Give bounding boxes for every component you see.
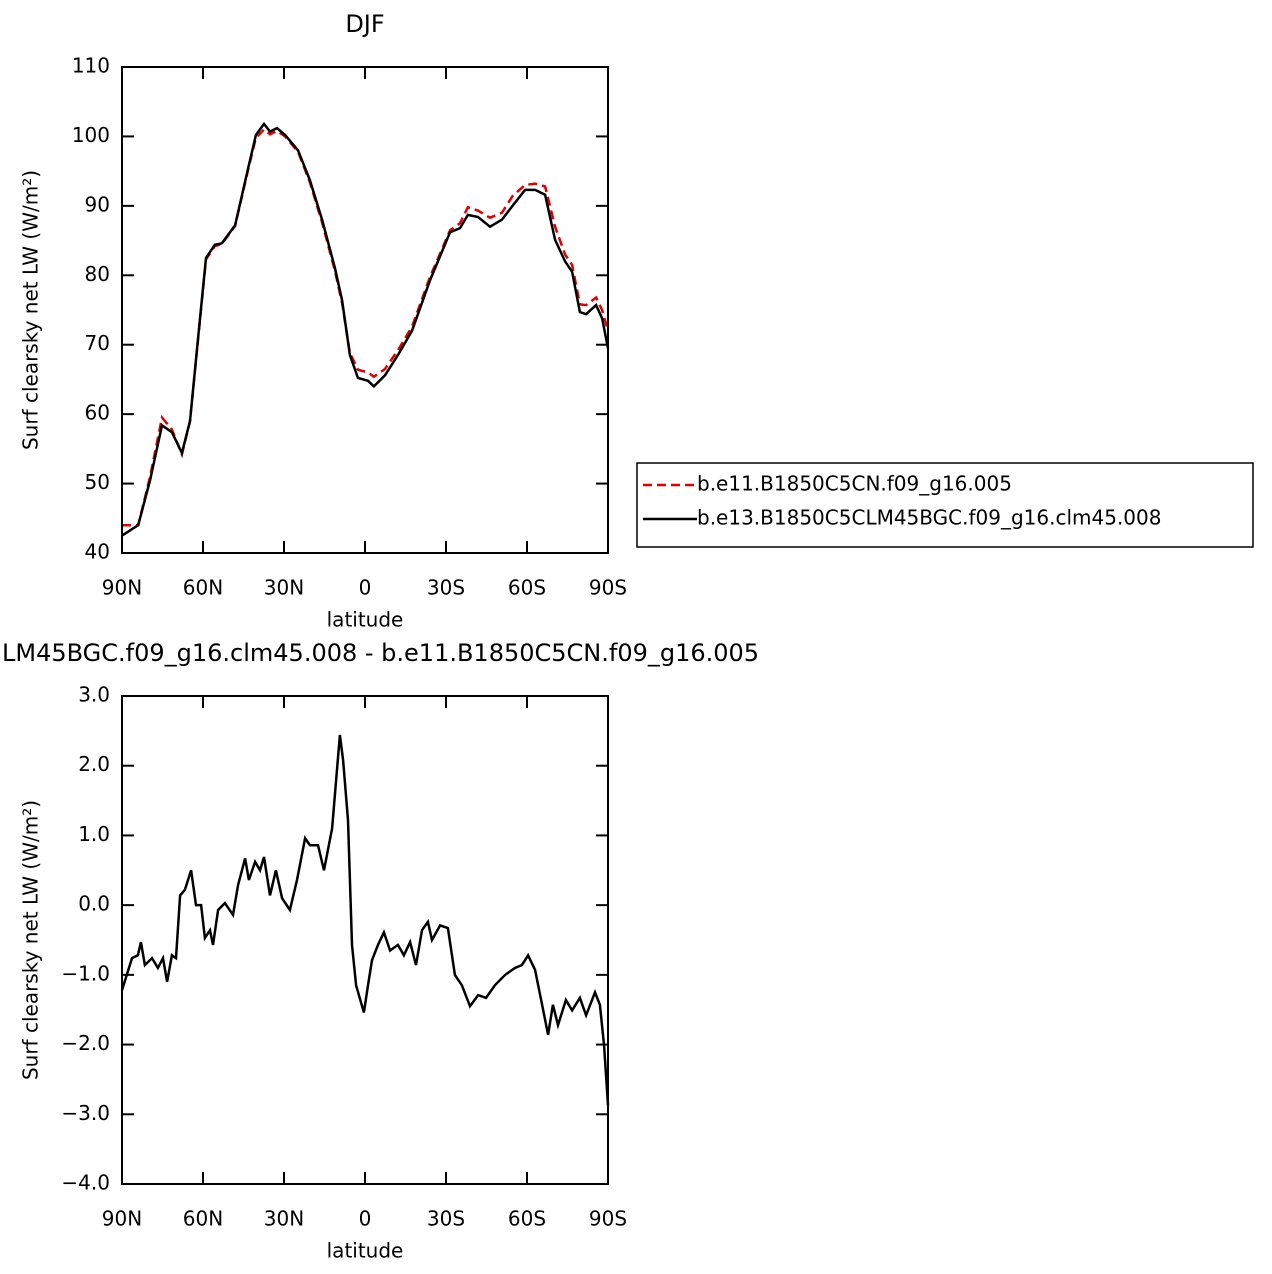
y-tick-label: −1.0: [61, 961, 110, 985]
y-tick-label: 2.0: [78, 752, 110, 776]
x-tick-label: 0: [359, 1207, 372, 1231]
x-tick-label: 60S: [508, 576, 546, 600]
x-tick-label: 90S: [589, 576, 627, 600]
y-tick-label: 0.0: [78, 892, 110, 916]
y-tick-label: −4.0: [61, 1171, 110, 1195]
x-tick-label: 30S: [427, 1207, 465, 1231]
plot-frame: [121, 695, 609, 1185]
chart-title: DJF: [345, 10, 384, 38]
x-tick-label: 0: [359, 576, 372, 600]
y-axis-label: Surf clearsky net LW (W/m²): [19, 800, 43, 1080]
data-line: [121, 121, 610, 537]
y-tick-label: −3.0: [61, 1101, 110, 1125]
y-tick-label: 40: [85, 540, 110, 564]
x-tick-label: 90S: [589, 1207, 627, 1231]
y-tick-label: 100: [72, 123, 110, 147]
y-tick-label: 3.0: [78, 683, 110, 707]
y-tick-label: 110: [72, 54, 110, 78]
y-tick-label: 90: [85, 192, 110, 216]
legend-label: b.e13.B1850C5CLM45BGC.f09_g16.clm45.008: [697, 506, 1161, 530]
plot-frame: [121, 66, 609, 554]
x-tick-label: 30N: [264, 1207, 304, 1231]
x-tick-label: 60N: [183, 1207, 223, 1231]
x-tick-label: 30S: [427, 576, 465, 600]
x-axis-label: latitude: [327, 1239, 404, 1263]
y-tick-label: −2.0: [61, 1031, 110, 1055]
legend-label: b.e11.B1850C5CN.f09_g16.005: [697, 472, 1012, 496]
y-tick-label: 50: [85, 470, 110, 494]
y-tick-label: 1.0: [78, 822, 110, 846]
x-axis-label: latitude: [327, 608, 404, 632]
x-tick-label: 30N: [264, 576, 304, 600]
x-tick-label: 90N: [102, 1207, 142, 1231]
x-tick-label: 90N: [102, 576, 142, 600]
y-tick-label: 60: [85, 401, 110, 425]
chart-title: LM45BGC.f09_g16.clm45.008 - b.e11.B1850C…: [2, 639, 759, 667]
data-line: [120, 734, 610, 1106]
x-tick-label: 60N: [183, 576, 223, 600]
y-axis-label: Surf clearsky net LW (W/m²): [19, 170, 43, 450]
y-tick-label: 70: [85, 331, 110, 355]
y-tick-label: 80: [85, 262, 110, 286]
legend-box: [636, 462, 1254, 548]
x-tick-label: 60S: [508, 1207, 546, 1231]
